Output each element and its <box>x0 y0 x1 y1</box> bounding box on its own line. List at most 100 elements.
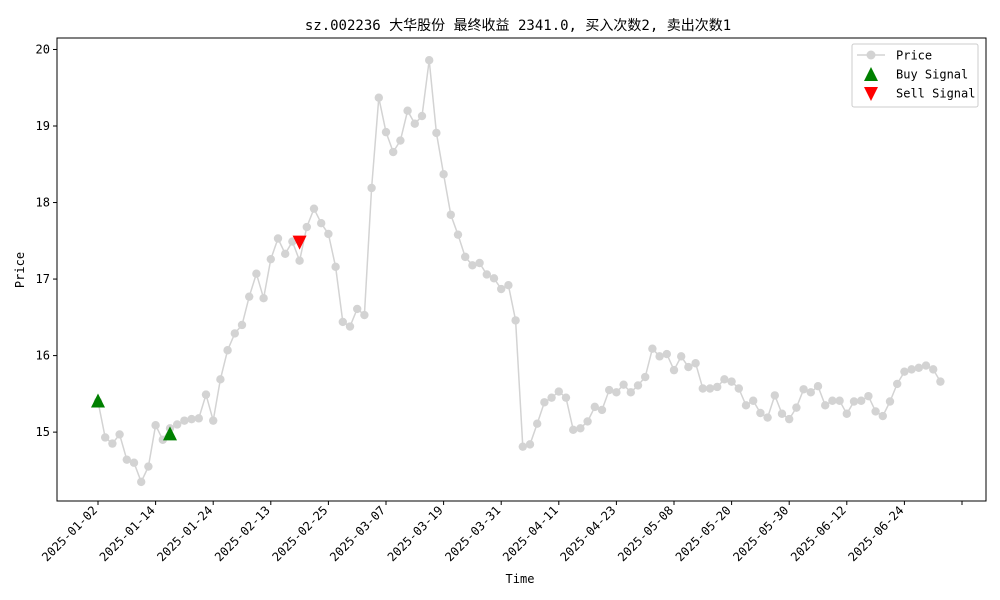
price-point <box>324 229 333 239</box>
x-tick-label: 2025-02-25 <box>270 503 331 564</box>
price-point <box>900 367 909 376</box>
price-point <box>705 384 715 393</box>
price-point <box>785 414 794 424</box>
price-point <box>223 346 232 355</box>
price-point <box>684 362 693 372</box>
price-point <box>439 170 448 179</box>
price-point <box>475 258 484 268</box>
legend-buy-label: Buy Signal <box>896 68 968 82</box>
price-point <box>504 280 513 290</box>
price-point <box>345 322 355 331</box>
price-point <box>417 111 427 121</box>
price-series <box>93 55 945 487</box>
price-point <box>777 409 787 418</box>
x-axis-label: Time <box>506 572 535 586</box>
price-point <box>396 136 405 145</box>
price-point <box>547 393 556 402</box>
price-point <box>677 352 686 361</box>
legend: Price Buy Signal Sell Signal <box>851 43 979 108</box>
price-point <box>612 388 621 397</box>
price-point <box>576 424 585 433</box>
y-tick-label: 16 <box>36 349 50 363</box>
price-point <box>583 417 592 426</box>
x-tick-label: 2025-05-20 <box>673 503 734 564</box>
price-point <box>842 409 851 418</box>
price-point <box>237 320 247 330</box>
price-point <box>835 396 844 405</box>
x-tick-label: 2025-01-24 <box>154 503 215 564</box>
price-point <box>713 382 722 392</box>
price-point <box>569 425 578 435</box>
price-point <box>691 359 700 368</box>
x-tick-label: 2025-02-13 <box>212 503 273 564</box>
x-tick-label: 2025-01-02 <box>39 503 100 564</box>
legend-sell-marker <box>864 87 878 101</box>
price-point <box>871 407 880 416</box>
price-point <box>482 270 491 279</box>
price-point <box>893 379 902 389</box>
price-point <box>921 361 931 370</box>
buy-signal-marker <box>163 426 177 441</box>
price-point <box>489 274 499 283</box>
price-point <box>273 234 283 243</box>
price-point <box>878 411 887 421</box>
y-tick-label: 18 <box>36 196 50 210</box>
price-point <box>187 414 196 424</box>
price-point <box>662 349 671 359</box>
price-point <box>173 420 182 429</box>
x-tick-label: 2025-03-07 <box>327 503 388 564</box>
buy-signal-marker <box>91 393 105 408</box>
price-point <box>741 401 751 410</box>
price-point <box>597 405 607 415</box>
price-point <box>525 440 535 449</box>
x-tick-label: 2025-04-23 <box>558 503 619 564</box>
legend-price-marker <box>866 50 876 60</box>
price-point <box>389 147 398 157</box>
price-point <box>108 439 117 448</box>
price-point <box>648 344 657 353</box>
price-point <box>259 293 268 303</box>
legend-frame <box>851 43 979 108</box>
price-point <box>605 385 614 395</box>
price-point <box>468 261 477 270</box>
price-point <box>230 329 239 338</box>
price-point <box>864 391 873 401</box>
price-point <box>914 363 923 373</box>
price-point <box>151 421 160 430</box>
price-point <box>425 55 434 65</box>
price-point <box>295 256 304 265</box>
price-point <box>749 396 758 405</box>
price-point <box>655 352 664 361</box>
price-point <box>561 393 571 402</box>
chart-title: sz.002236 大华股份 最终收益 2341.0, 买入次数2, 卖出次数1 <box>305 18 731 34</box>
legend-sell-label: Sell Signal <box>896 87 975 101</box>
price-point <box>885 397 895 406</box>
price-point <box>770 391 779 400</box>
legend-buy-marker <box>864 67 878 81</box>
price-point <box>381 127 391 137</box>
x-tick-label: 2025-04-11 <box>500 503 561 564</box>
price-point <box>849 397 859 406</box>
y-tick-label: 17 <box>36 272 50 286</box>
price-point <box>727 377 736 386</box>
price-point <box>806 388 815 397</box>
price-point <box>194 414 203 423</box>
price-point <box>799 385 808 394</box>
price-point <box>590 402 599 412</box>
price-point <box>619 380 628 389</box>
price-point <box>101 433 110 442</box>
price-point <box>360 310 369 320</box>
price-point <box>669 365 679 375</box>
x-tick-label: 2025-06-12 <box>788 503 849 564</box>
price-point <box>410 119 419 128</box>
y-tick-label: 15 <box>36 425 50 439</box>
price-point <box>403 106 412 115</box>
price-point <box>497 284 506 294</box>
price-point <box>288 237 297 246</box>
price-point <box>857 396 866 405</box>
price-point <box>281 249 290 259</box>
price-point <box>554 387 563 396</box>
price-point <box>201 390 211 399</box>
price-point <box>813 382 823 391</box>
price-point <box>209 416 218 425</box>
